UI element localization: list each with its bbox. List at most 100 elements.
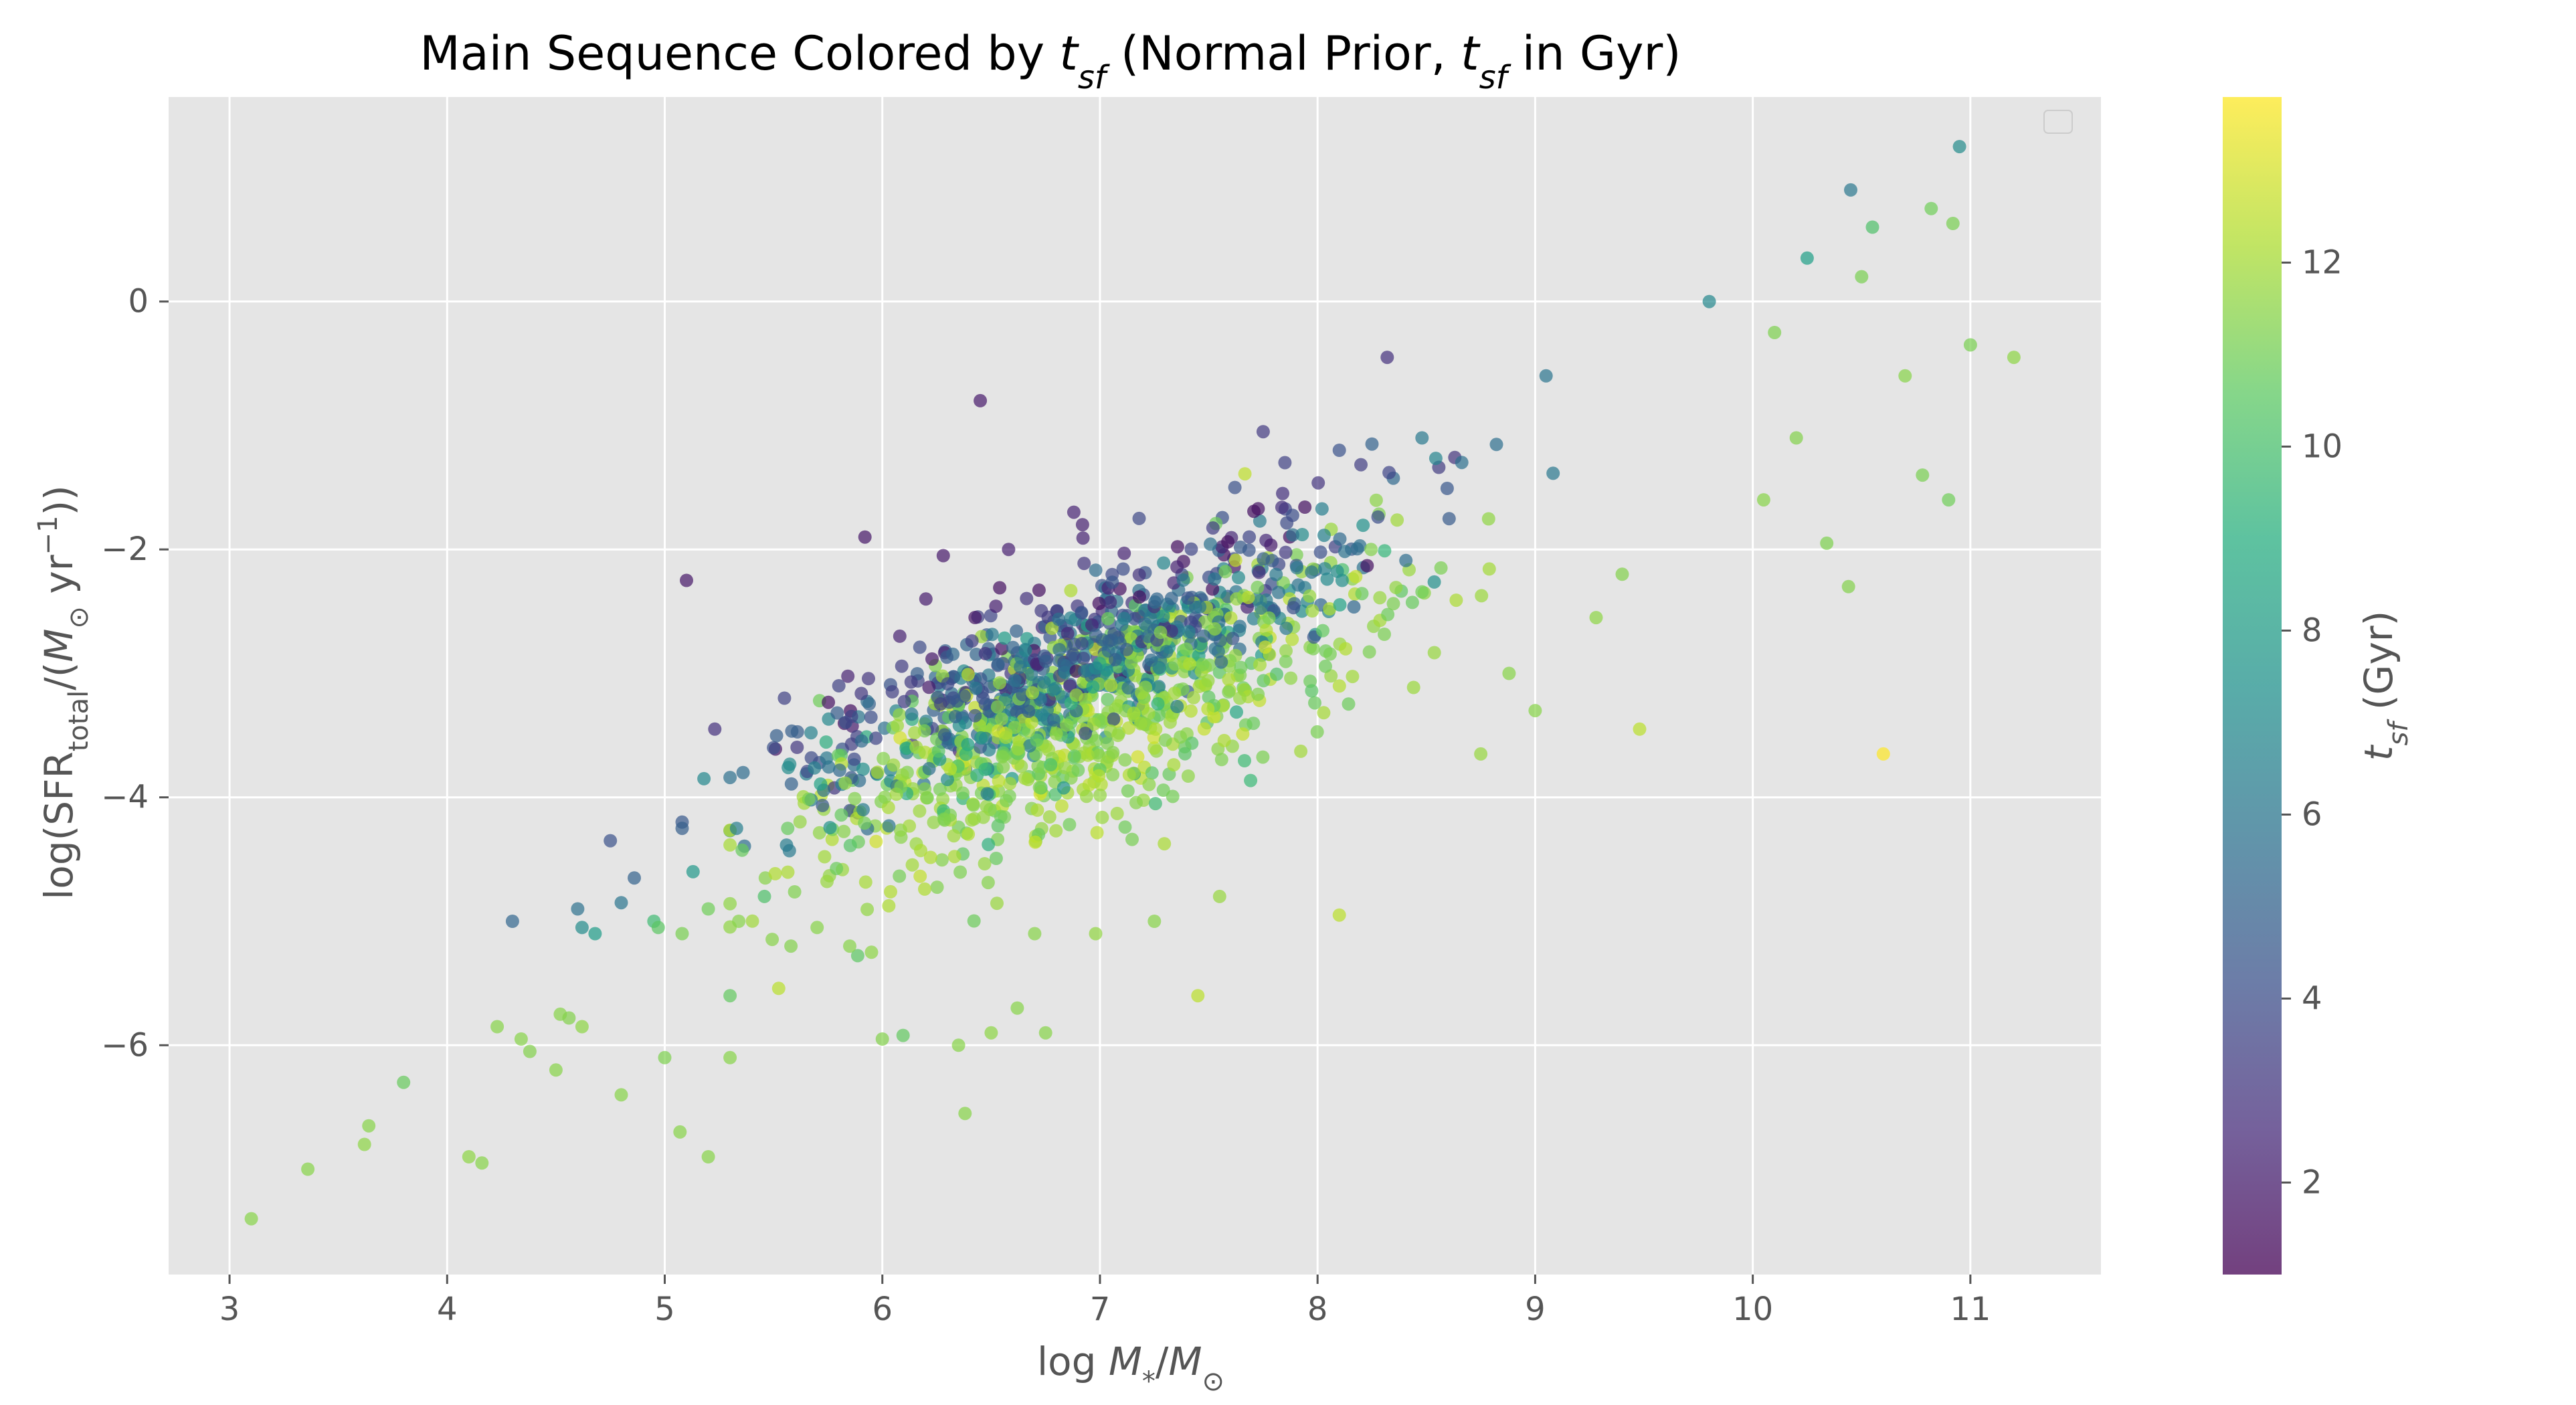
data-point [1280, 516, 1294, 530]
data-point [1092, 749, 1106, 763]
data-point [802, 792, 816, 806]
data-point [1303, 589, 1317, 603]
data-point [1290, 561, 1304, 575]
data-point [1474, 747, 1488, 761]
data-point [790, 741, 804, 754]
data-point [1768, 326, 1782, 339]
data-point [1042, 810, 1056, 824]
data-point [1184, 542, 1198, 556]
data-point [1008, 721, 1022, 735]
data-point [965, 813, 979, 827]
data-point [1362, 645, 1376, 659]
data-point [1378, 628, 1391, 641]
data-point [1116, 562, 1130, 576]
data-point [847, 752, 861, 766]
data-point [1234, 660, 1248, 674]
data-point [1528, 704, 1542, 718]
data-point [1251, 580, 1265, 594]
data-point [908, 726, 921, 740]
data-point [781, 865, 795, 879]
plot-area [169, 97, 2101, 1275]
data-point [1118, 820, 1132, 834]
data-point [697, 771, 711, 785]
data-point [937, 728, 951, 742]
data-point [1076, 531, 1090, 545]
data-point [1170, 540, 1184, 554]
data-point [1380, 351, 1394, 365]
data-point [1158, 733, 1172, 747]
data-point [1382, 466, 1396, 480]
data-point [1147, 741, 1162, 755]
data-point [788, 885, 802, 899]
data-point [825, 832, 839, 846]
data-point [1093, 788, 1107, 802]
data-point [1243, 530, 1257, 544]
data-point [914, 844, 927, 858]
data-point [980, 787, 994, 801]
data-point [1381, 607, 1395, 622]
data-point [1365, 437, 1379, 451]
x-tick-label: 6 [872, 1291, 893, 1328]
data-point [869, 834, 883, 848]
data-point [1067, 749, 1081, 763]
data-point [1138, 680, 1152, 694]
data-point [1427, 646, 1441, 660]
data-point [505, 915, 519, 928]
data-point [575, 1020, 589, 1034]
data-point [1030, 733, 1044, 747]
data-point [1305, 565, 1319, 579]
data-point [1077, 652, 1091, 665]
data-point [808, 761, 822, 775]
data-point [844, 737, 858, 751]
data-point [475, 1156, 489, 1170]
colorbar-tick-label: 8 [2302, 612, 2322, 650]
data-point [1057, 658, 1071, 672]
data-point [1240, 600, 1255, 614]
data-point [959, 747, 973, 761]
data-point [1313, 545, 1327, 559]
data-point [1138, 617, 1152, 631]
data-point [1154, 626, 1168, 640]
data-point [893, 731, 907, 745]
data-point [904, 675, 918, 689]
data-point [1335, 573, 1349, 587]
data-point [812, 826, 826, 840]
data-point [1251, 687, 1265, 701]
data-point [804, 751, 818, 765]
data-point [1291, 578, 1305, 592]
data-point [1002, 543, 1016, 557]
data-point [891, 719, 905, 733]
data-point [1106, 767, 1120, 781]
data-point [956, 786, 970, 800]
data-point [1201, 674, 1215, 688]
data-point [974, 393, 988, 407]
data-point [1276, 486, 1289, 500]
data-point [1067, 505, 1081, 519]
data-point [1181, 591, 1195, 605]
data-point [957, 689, 971, 703]
data-point [1756, 493, 1770, 507]
data-point [1315, 502, 1329, 516]
data-point [1539, 369, 1553, 383]
data-point [1373, 591, 1387, 605]
data-point [1232, 571, 1245, 585]
data-point [1253, 514, 1267, 528]
data-point [1257, 552, 1271, 566]
data-point [1056, 781, 1071, 795]
data-point [1257, 674, 1271, 688]
data-point [994, 712, 1008, 726]
data-point [1178, 747, 1192, 761]
data-point [769, 729, 784, 743]
data-point [1030, 803, 1044, 817]
data-point [1145, 766, 1159, 780]
data-point [830, 862, 844, 876]
data-point [1180, 642, 1193, 656]
data-point [1415, 431, 1429, 445]
data-point [1103, 724, 1117, 738]
data-point [978, 763, 992, 776]
data-point [1475, 589, 1489, 603]
data-point [301, 1162, 315, 1176]
data-point [1197, 722, 1211, 736]
data-point [1147, 915, 1162, 928]
data-point [1427, 575, 1441, 589]
